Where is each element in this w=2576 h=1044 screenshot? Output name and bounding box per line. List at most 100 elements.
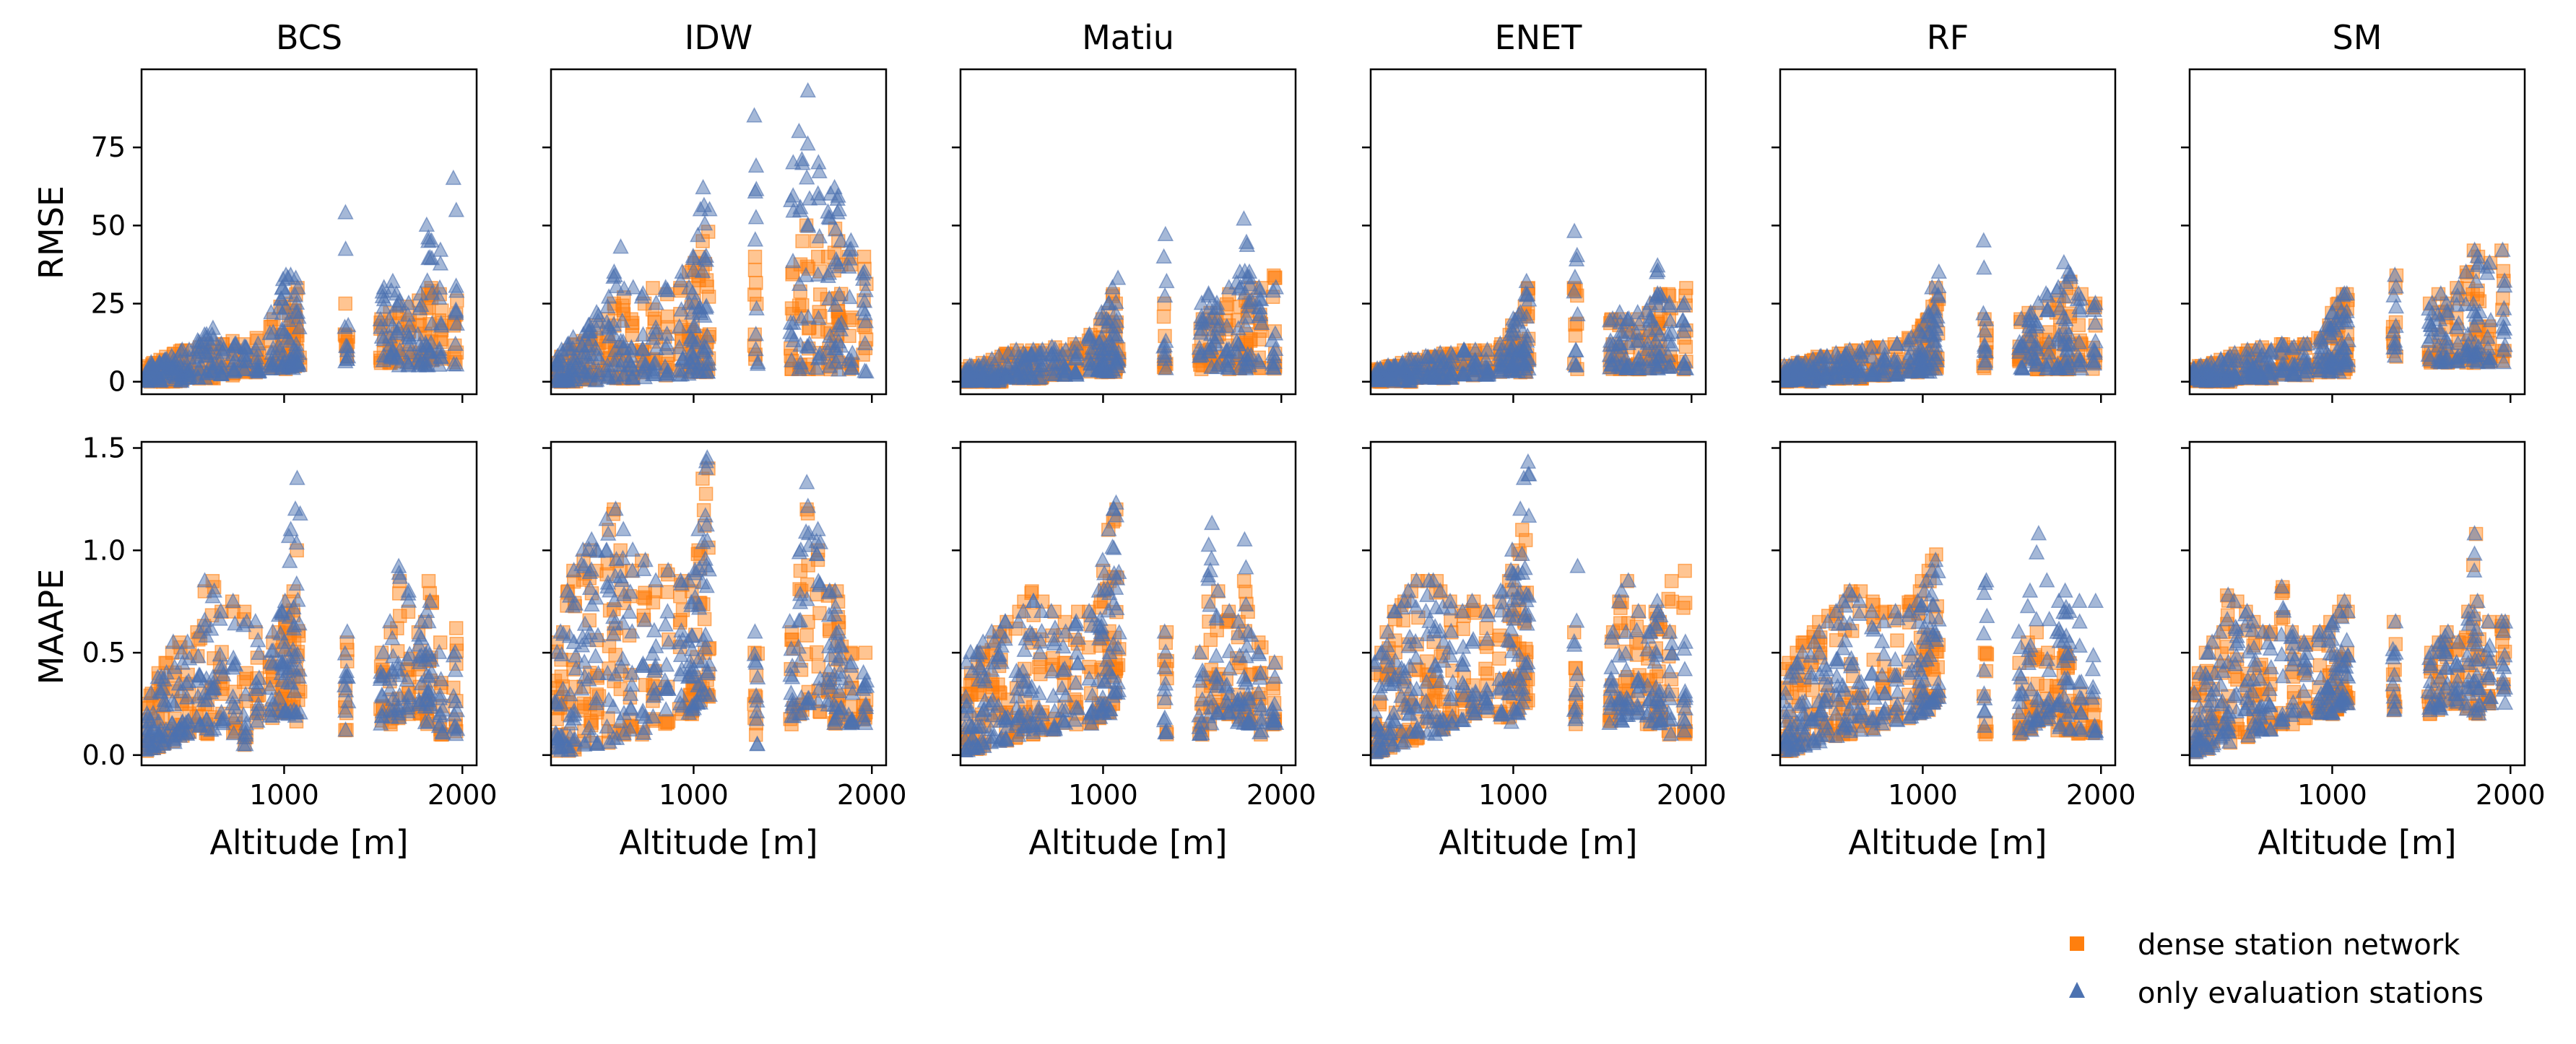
point-eval — [337, 702, 354, 718]
point-eval — [2070, 334, 2088, 349]
point-eval — [1158, 332, 1174, 348]
point-eval — [2495, 341, 2512, 357]
point-eval — [448, 356, 465, 372]
point-eval — [826, 606, 843, 622]
point-dense — [1266, 268, 1281, 283]
point-eval — [179, 356, 196, 373]
point-eval — [857, 305, 873, 321]
point-dense — [844, 310, 859, 325]
point-eval — [748, 710, 765, 726]
point-eval — [281, 552, 298, 568]
point-eval — [1888, 335, 1905, 351]
point-eval — [622, 721, 638, 737]
point-eval — [808, 545, 825, 562]
point-eval — [1642, 312, 1658, 328]
point-eval — [783, 684, 799, 700]
point-eval — [698, 297, 715, 313]
point-eval — [383, 630, 401, 645]
point-eval — [831, 361, 847, 377]
point-eval — [1875, 338, 1891, 354]
x-tick-label: 1000 — [249, 779, 319, 811]
point-eval — [206, 582, 222, 598]
point-dense — [992, 685, 1007, 700]
point-eval — [288, 575, 305, 591]
point-eval — [600, 288, 617, 304]
point-eval — [782, 191, 799, 208]
point-eval — [2424, 294, 2440, 310]
col-title-sm: SM — [2333, 18, 2382, 57]
point-eval — [810, 189, 828, 206]
point-eval — [400, 582, 417, 598]
point-dense — [810, 645, 824, 660]
point-eval — [2482, 311, 2499, 328]
ylabel-rmse: RMSE — [32, 186, 71, 279]
point-eval — [843, 359, 859, 375]
axes-frame — [959, 68, 1297, 396]
point-eval — [1927, 336, 1944, 352]
point-eval — [261, 324, 278, 341]
point-eval — [587, 339, 604, 355]
point-eval — [1660, 358, 1677, 375]
point-eval — [694, 262, 711, 279]
point-eval — [420, 713, 437, 728]
point-dense — [660, 309, 675, 324]
point-eval — [1479, 341, 1496, 357]
point-eval — [833, 669, 849, 686]
panel-matiu-maape: 1000 2000 — [952, 440, 1317, 811]
point-eval — [224, 695, 241, 711]
point-eval — [749, 692, 766, 708]
point-eval — [430, 643, 448, 659]
point-eval — [433, 315, 449, 331]
point-eval — [1208, 294, 1226, 310]
point-eval — [2468, 272, 2484, 288]
point-eval — [701, 686, 719, 702]
point-eval — [1929, 308, 1946, 324]
point-eval — [1928, 345, 1946, 362]
axes-frame — [1779, 68, 2117, 396]
point-eval — [827, 220, 844, 237]
point-eval — [249, 360, 266, 376]
point-dense — [747, 263, 763, 277]
point-eval — [699, 327, 716, 343]
point-eval — [340, 692, 357, 709]
point-eval — [422, 334, 440, 350]
point-eval — [607, 666, 624, 682]
point-eval — [1975, 232, 1992, 248]
point-eval — [857, 313, 875, 329]
point-eval — [823, 678, 839, 695]
legend: dense station network only evaluation st… — [2069, 928, 2484, 1010]
point-eval — [2273, 335, 2290, 351]
point-eval — [432, 241, 449, 257]
point-eval — [581, 563, 599, 580]
point-eval — [2296, 344, 2312, 360]
point-eval — [606, 263, 623, 279]
point-eval — [791, 122, 807, 139]
point-eval — [1492, 335, 1509, 351]
point-eval — [810, 266, 826, 282]
point-eval — [2385, 287, 2402, 303]
point-eval — [750, 353, 766, 370]
point-eval — [827, 296, 844, 313]
point-eval — [1267, 279, 1285, 295]
point-eval — [337, 318, 353, 334]
point-eval — [1067, 363, 1084, 379]
point-eval — [1519, 285, 1536, 302]
point-eval — [290, 591, 306, 607]
point-eval — [1230, 336, 1247, 352]
point-eval — [2469, 247, 2486, 264]
point-eval — [811, 227, 828, 244]
point-eval — [1629, 324, 1645, 341]
point-eval — [1455, 341, 1473, 357]
y-tick-label: 75 — [91, 131, 126, 163]
point-eval — [227, 656, 244, 672]
panel-idw-maape: 1000 2000 — [542, 440, 907, 811]
point-eval — [1569, 305, 1586, 322]
point-eval — [700, 350, 716, 366]
point-eval — [1238, 233, 1255, 249]
point-eval — [420, 692, 437, 708]
point-eval — [1057, 359, 1073, 375]
point-eval — [430, 289, 448, 305]
point-eval — [605, 326, 623, 342]
point-eval — [399, 671, 415, 687]
point-eval — [432, 347, 449, 364]
